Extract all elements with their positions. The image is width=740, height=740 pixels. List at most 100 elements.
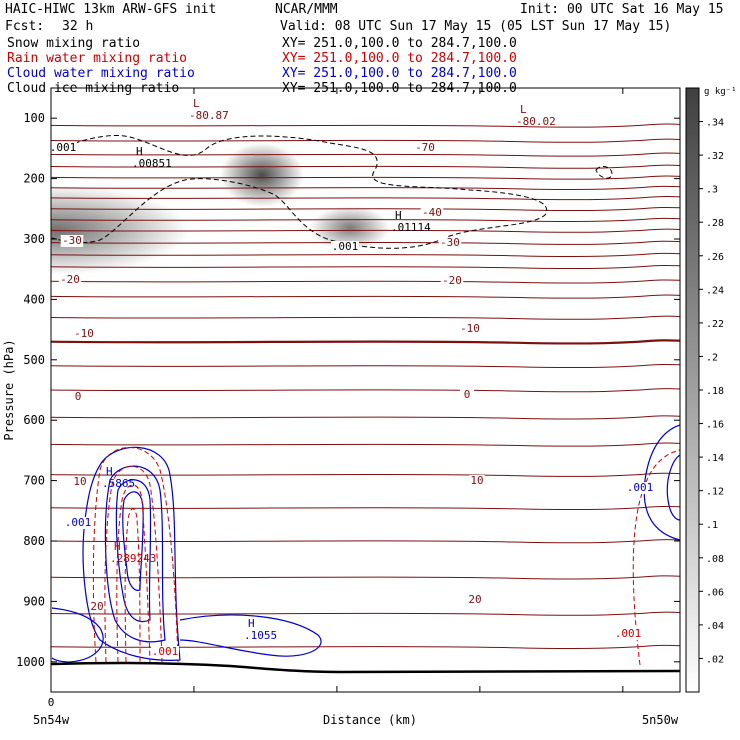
temperature-label: 10 xyxy=(470,474,483,487)
colorbar-tick-label: .12 xyxy=(706,487,724,498)
valid-time: Valid: 08 UTC Sun 17 May 15 (05 LST Sun … xyxy=(280,19,672,34)
field-rain-name: Rain water mixing ratio xyxy=(7,51,188,66)
extremum-value: .289243 xyxy=(110,552,156,565)
plot-frame xyxy=(50,87,681,693)
isotherm-14 xyxy=(51,294,680,299)
temperature-label-bg xyxy=(440,275,464,287)
temperature-label-bg xyxy=(60,235,84,247)
extremum-kind: H xyxy=(395,209,402,222)
isotherm-17 xyxy=(51,363,680,369)
temperature-label: 0 xyxy=(75,390,82,403)
isotherm-11 xyxy=(51,252,680,257)
isotherm-5 xyxy=(51,185,680,190)
contour-label: .001 xyxy=(332,240,359,253)
temperature-label-bg xyxy=(458,323,482,335)
colorbar-tick-label: .22 xyxy=(706,319,724,330)
contour-label: .001 xyxy=(615,627,642,640)
snow-core-2 xyxy=(310,206,390,250)
y-tick-label: 900 xyxy=(23,594,45,608)
contour-label-bg xyxy=(614,628,642,640)
isotherm-9 xyxy=(51,228,680,233)
temperature-label: -40 xyxy=(422,206,442,219)
terrain-line xyxy=(50,661,681,674)
y-tick-label: 400 xyxy=(23,292,45,306)
temperature-label-bg xyxy=(72,328,96,340)
cloud-water-contours-left xyxy=(51,446,322,663)
temperature-label-bg xyxy=(438,237,462,249)
isotherm-2 xyxy=(51,152,680,157)
colorbar-tick-label: .04 xyxy=(706,621,724,632)
snow-core-1 xyxy=(220,143,304,207)
contour-label: .001 xyxy=(627,481,654,494)
temperature-label-bg xyxy=(72,476,88,488)
snow-core-0 xyxy=(51,185,190,275)
colorbar-tick-label: .34 xyxy=(706,118,724,129)
extremum-kind: L xyxy=(193,97,200,110)
colorbar-tick-label: .26 xyxy=(706,252,724,263)
temperature-label-bg xyxy=(89,601,105,613)
isotherm-21 xyxy=(51,472,680,477)
temperature-label-bg xyxy=(413,142,437,154)
temperature-label: 20 xyxy=(90,600,103,613)
model-title: HAIC-HIWC 13km ARW-GFS init xyxy=(5,2,217,17)
isotherm-24 xyxy=(51,575,680,580)
x-origin-tick: 0 xyxy=(48,696,55,709)
extremum-value: -80.87 xyxy=(189,109,229,122)
isotherm-1 xyxy=(51,138,680,143)
colorbar-tick-label: .18 xyxy=(706,386,724,397)
cloud-ice-contour-small xyxy=(595,166,613,179)
y-tick-label: 500 xyxy=(23,353,45,367)
isotherm-19 xyxy=(51,415,680,420)
y-tick-label: 300 xyxy=(23,232,45,246)
contour-label-bg xyxy=(49,142,77,154)
field-snow-name: Snow mixing ratio xyxy=(7,36,141,51)
x-axis-title: Distance (km) xyxy=(323,713,417,727)
extremum-value: .5865 xyxy=(102,477,135,490)
field-cloudwater-name: Cloud water mixing ratio xyxy=(7,66,195,81)
extremum-kind: H xyxy=(248,617,255,630)
extremum-value: .00851 xyxy=(132,157,172,170)
extremum-kind: H xyxy=(136,145,143,158)
x-end-label: 5n50w xyxy=(642,713,679,727)
temperature-label: 0 xyxy=(464,388,471,401)
extremum-kind: H xyxy=(106,465,113,478)
y-tick-label: 200 xyxy=(23,172,45,186)
extremum-value: .1055 xyxy=(244,629,277,642)
contour-label-bg xyxy=(626,482,654,494)
y-tick-label: 800 xyxy=(23,534,45,548)
colorbar-units: g kg⁻¹ xyxy=(704,87,737,97)
colorbar-tick-label: .2 xyxy=(706,352,718,363)
temperature-isotherms xyxy=(51,123,680,649)
isotherm-15 xyxy=(51,315,680,320)
y-tick-label: 100 xyxy=(23,111,45,125)
field-snow-xy: XY= 251.0,100.0 to 284.7,100.0 xyxy=(282,36,517,51)
extremum-kind: L xyxy=(520,103,527,116)
temperature-label: -10 xyxy=(460,322,480,335)
isotherm-20 xyxy=(51,442,680,447)
isotherm-3 xyxy=(51,164,680,169)
colorbar-tick-label: .24 xyxy=(706,285,724,296)
isotherm-4 xyxy=(51,175,680,180)
temperature-label-bg xyxy=(71,391,85,403)
extremum-kind: H xyxy=(114,540,121,553)
temperature-label: 20 xyxy=(468,593,481,606)
y-tick-label: 700 xyxy=(23,474,45,488)
colorbar xyxy=(685,87,700,693)
isotherm-18 xyxy=(51,388,680,393)
rain-water-contours xyxy=(92,447,680,666)
colorbar-tick-label: .06 xyxy=(706,587,724,598)
colorbar-tick-label: .3 xyxy=(706,185,718,196)
cloud-ice-contour-main xyxy=(51,134,548,249)
temperature-label: -10 xyxy=(74,327,94,340)
temperature-label-bg xyxy=(467,594,483,606)
forecast-hour: 32 h xyxy=(62,19,94,34)
temperature-label-bg xyxy=(420,207,444,219)
isotherm-23 xyxy=(51,539,680,544)
temperature-label: 10 xyxy=(73,475,86,488)
init-time: Init: 00 UTC Sat 16 May 15 xyxy=(520,2,724,17)
temperature-label: -30 xyxy=(440,236,460,249)
cloud-ice-contours xyxy=(51,134,613,249)
y-tick-label: 600 xyxy=(23,413,45,427)
isotherm-7 xyxy=(51,206,680,212)
